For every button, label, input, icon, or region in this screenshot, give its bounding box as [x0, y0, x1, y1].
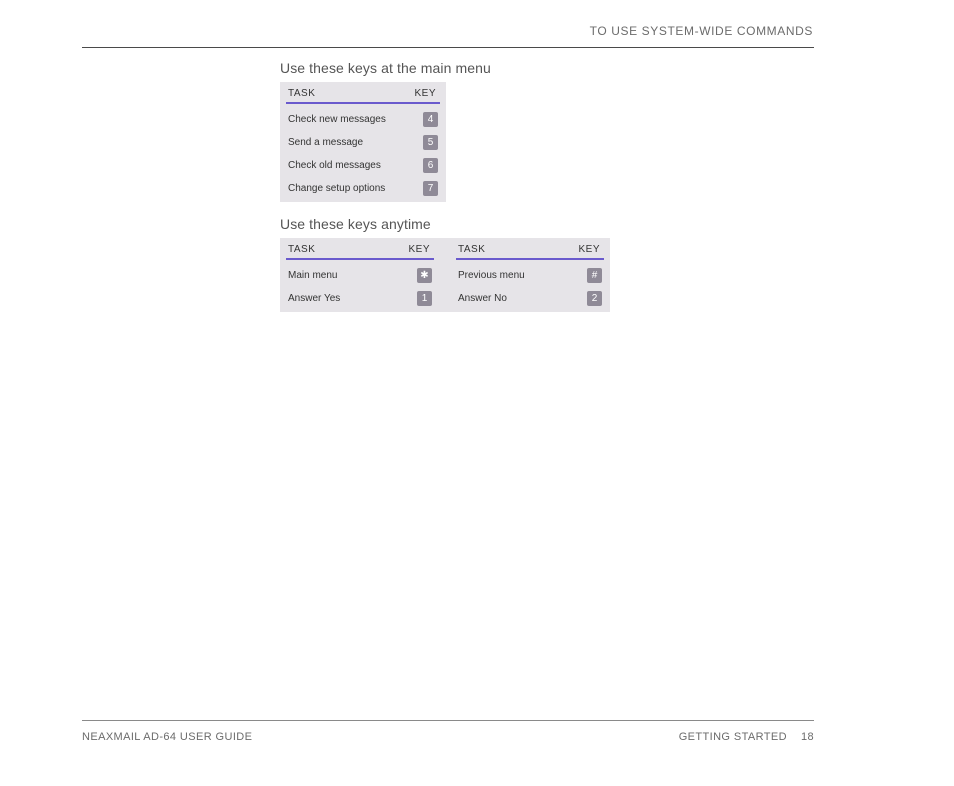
task-label: Check new messages [288, 114, 386, 125]
footer-page-number: 18 [801, 731, 814, 743]
col-task-header: TASK [288, 244, 315, 255]
page: TO USE SYSTEM-WIDE COMMANDS Use these ke… [0, 0, 954, 786]
key-badge-star: ✱ [417, 268, 432, 283]
table-row: Check new messages 4 [286, 104, 440, 127]
table-header: TASK KEY [286, 244, 434, 260]
col-task-header: TASK [458, 244, 485, 255]
table-rows: Previous menu # Answer No 2 [456, 260, 604, 308]
key-badge: 4 [423, 112, 438, 127]
footer-guide-title: NEAXMAIL AD-64 USER GUIDE [82, 731, 252, 743]
table-header: TASK KEY [286, 88, 440, 104]
table-row: Previous menu # [456, 260, 604, 283]
header-rule [82, 47, 814, 48]
footer-right: GETTING STARTED 18 [679, 731, 814, 743]
section1-title: Use these keys at the main menu [280, 60, 814, 76]
col-key-header: KEY [408, 244, 432, 255]
col-key-header: KEY [578, 244, 602, 255]
main-menu-keys-table: TASK KEY Check new messages 4 Send a mes… [280, 82, 446, 202]
anytime-keys-right: TASK KEY Previous menu # Answer No 2 [456, 244, 604, 308]
key-badge: 6 [423, 158, 438, 173]
table-bg: TASK KEY Main menu ✱ Answer Yes 1 [280, 238, 610, 312]
two-column-layout: TASK KEY Main menu ✱ Answer Yes 1 [286, 244, 604, 308]
key-badge: 5 [423, 135, 438, 150]
table-rows: Check new messages 4 Send a message 5 Ch… [286, 104, 440, 198]
key-badge: 1 [417, 291, 432, 306]
footer-section-label: GETTING STARTED [679, 731, 787, 743]
table-row: Check old messages 6 [286, 150, 440, 173]
header-section-title: TO USE SYSTEM-WIDE COMMANDS [590, 24, 813, 38]
table-bg: TASK KEY Check new messages 4 Send a mes… [280, 82, 446, 202]
anytime-keys-left: TASK KEY Main menu ✱ Answer Yes 1 [286, 244, 434, 308]
section2-title: Use these keys anytime [280, 216, 814, 232]
key-badge: 7 [423, 181, 438, 196]
table-row: Main menu ✱ [286, 260, 434, 283]
table-rows: Main menu ✱ Answer Yes 1 [286, 260, 434, 308]
task-label: Main menu [288, 270, 337, 281]
page-footer: NEAXMAIL AD-64 USER GUIDE GETTING STARTE… [82, 731, 814, 743]
table-row: Answer Yes 1 [286, 283, 434, 308]
col-key-header: KEY [414, 88, 438, 99]
anytime-keys-block: TASK KEY Main menu ✱ Answer Yes 1 [280, 238, 814, 312]
key-badge: 2 [587, 291, 602, 306]
task-label: Answer Yes [288, 293, 340, 304]
table-row: Change setup options 7 [286, 173, 440, 198]
task-label: Send a message [288, 137, 363, 148]
task-label: Previous menu [458, 270, 525, 281]
table-row: Send a message 5 [286, 127, 440, 150]
col-task-header: TASK [288, 88, 315, 99]
key-badge-hash: # [587, 268, 602, 283]
task-label: Answer No [458, 293, 507, 304]
footer-rule [82, 720, 814, 721]
task-label: Check old messages [288, 160, 381, 171]
table-header: TASK KEY [456, 244, 604, 260]
content-area: Use these keys at the main menu TASK KEY… [280, 60, 814, 312]
task-label: Change setup options [288, 183, 385, 194]
table-row: Answer No 2 [456, 283, 604, 308]
